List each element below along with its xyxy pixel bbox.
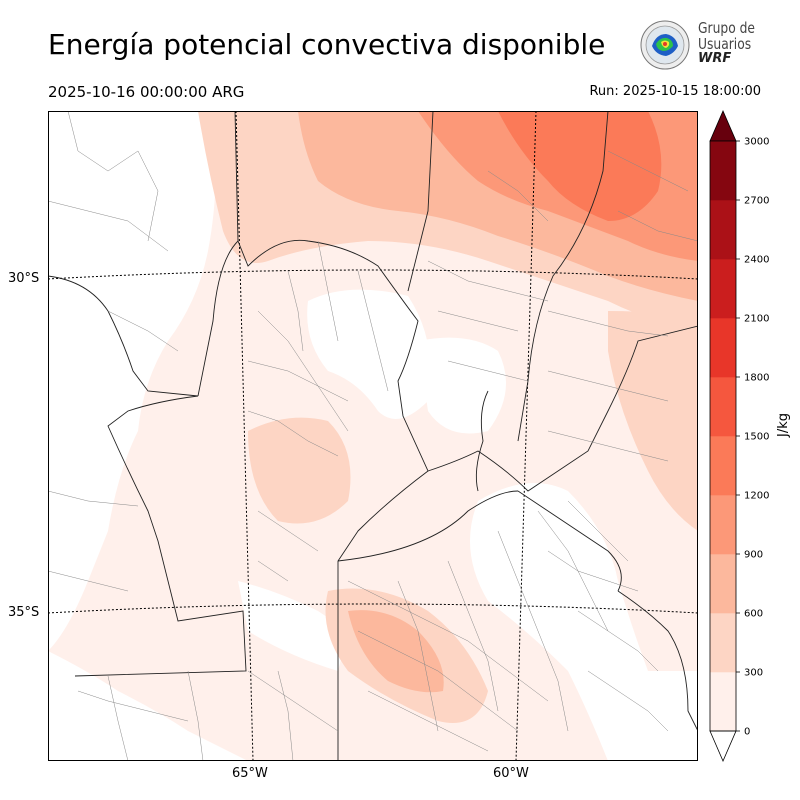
colorbar-tick-label: 3000 <box>744 137 769 148</box>
colorbar-segment <box>710 672 736 732</box>
cape-contour-300-600-east <box>608 311 698 531</box>
colorbar-tick-label: 1800 <box>744 373 769 384</box>
lon-label-65w: 65°W <box>232 766 268 781</box>
map-title: Energía potencial convectiva disponible <box>48 28 606 61</box>
colorbar-segment <box>710 613 736 673</box>
colorbar-under-extension <box>709 730 737 763</box>
colorbar-tick-label: 900 <box>744 550 763 561</box>
lon-label-60w: 60°W <box>493 766 529 781</box>
grupo-usuarios-wrf-logo: Grupo de Usuarios WRF <box>640 18 760 70</box>
lat-label-35s: 35°S <box>8 605 40 620</box>
colorbar-units: J/kg <box>776 413 791 437</box>
meridian-65w <box>235 111 254 761</box>
colorbar-tick-label: 1500 <box>744 432 769 443</box>
colorbar-segment <box>710 259 736 319</box>
colorbar-segment <box>710 436 736 496</box>
colorbar-segment <box>710 200 736 260</box>
map-frame <box>48 111 698 761</box>
colorbar-tick-label: 2700 <box>744 196 769 207</box>
cape-nodata-south <box>238 581 348 671</box>
colorbar-tick-label: 0 <box>744 727 750 738</box>
colorbar: 0 300 600 900 1200 1500 1800 2100 2400 2700 3000 <box>709 109 769 763</box>
colorbar-segment <box>710 495 736 555</box>
run-time: Run: 2025-10-15 18:00:00 <box>589 84 761 99</box>
cape-nodata-mid <box>418 337 506 434</box>
valid-time: 2025-10-16 00:00:00 ARG <box>48 83 245 101</box>
colorbar-ticks: 0 300 600 900 1200 1500 1800 2100 2400 2700 3000 <box>736 137 769 738</box>
logo-text-wrf: WRF <box>698 51 732 66</box>
colorbar-tick-label: 2100 <box>744 314 769 325</box>
parallel-30s <box>48 269 698 280</box>
logo-text-grupo-de: Grupo de <box>698 19 756 37</box>
cape-contour-1200-1500 <box>498 111 662 221</box>
colorbar-tick-label: 2400 <box>744 255 769 266</box>
department-boundaries <box>48 111 698 761</box>
logo-text-usuarios: Usuarios <box>698 35 752 53</box>
cape-contour-300-600-center <box>248 417 351 524</box>
colorbar-segment <box>710 377 736 437</box>
meridian-60w <box>515 111 537 761</box>
cape-nodata-west <box>48 111 216 651</box>
colorbar-segment <box>710 554 736 614</box>
colorbar-over-extension <box>709 109 737 142</box>
colorbar-segments <box>709 109 737 763</box>
colorbar-tick-label: 300 <box>744 668 763 679</box>
cape-contour-600-900-south <box>348 610 444 693</box>
cape-nodata-southeast <box>470 483 698 761</box>
colorbar-tick-label: 600 <box>744 609 763 620</box>
cape-nodata-southwest <box>48 651 248 761</box>
lat-label-30s: 30°S <box>8 271 40 286</box>
cape-nodata-center <box>307 289 431 419</box>
globe-seal-icon <box>640 20 690 70</box>
cape-map <box>48 111 698 761</box>
colorbar-tick-label: 1200 <box>744 491 769 502</box>
colorbar-segment <box>710 141 736 201</box>
parallel-35s <box>48 603 698 614</box>
colorbar-segment <box>710 318 736 378</box>
